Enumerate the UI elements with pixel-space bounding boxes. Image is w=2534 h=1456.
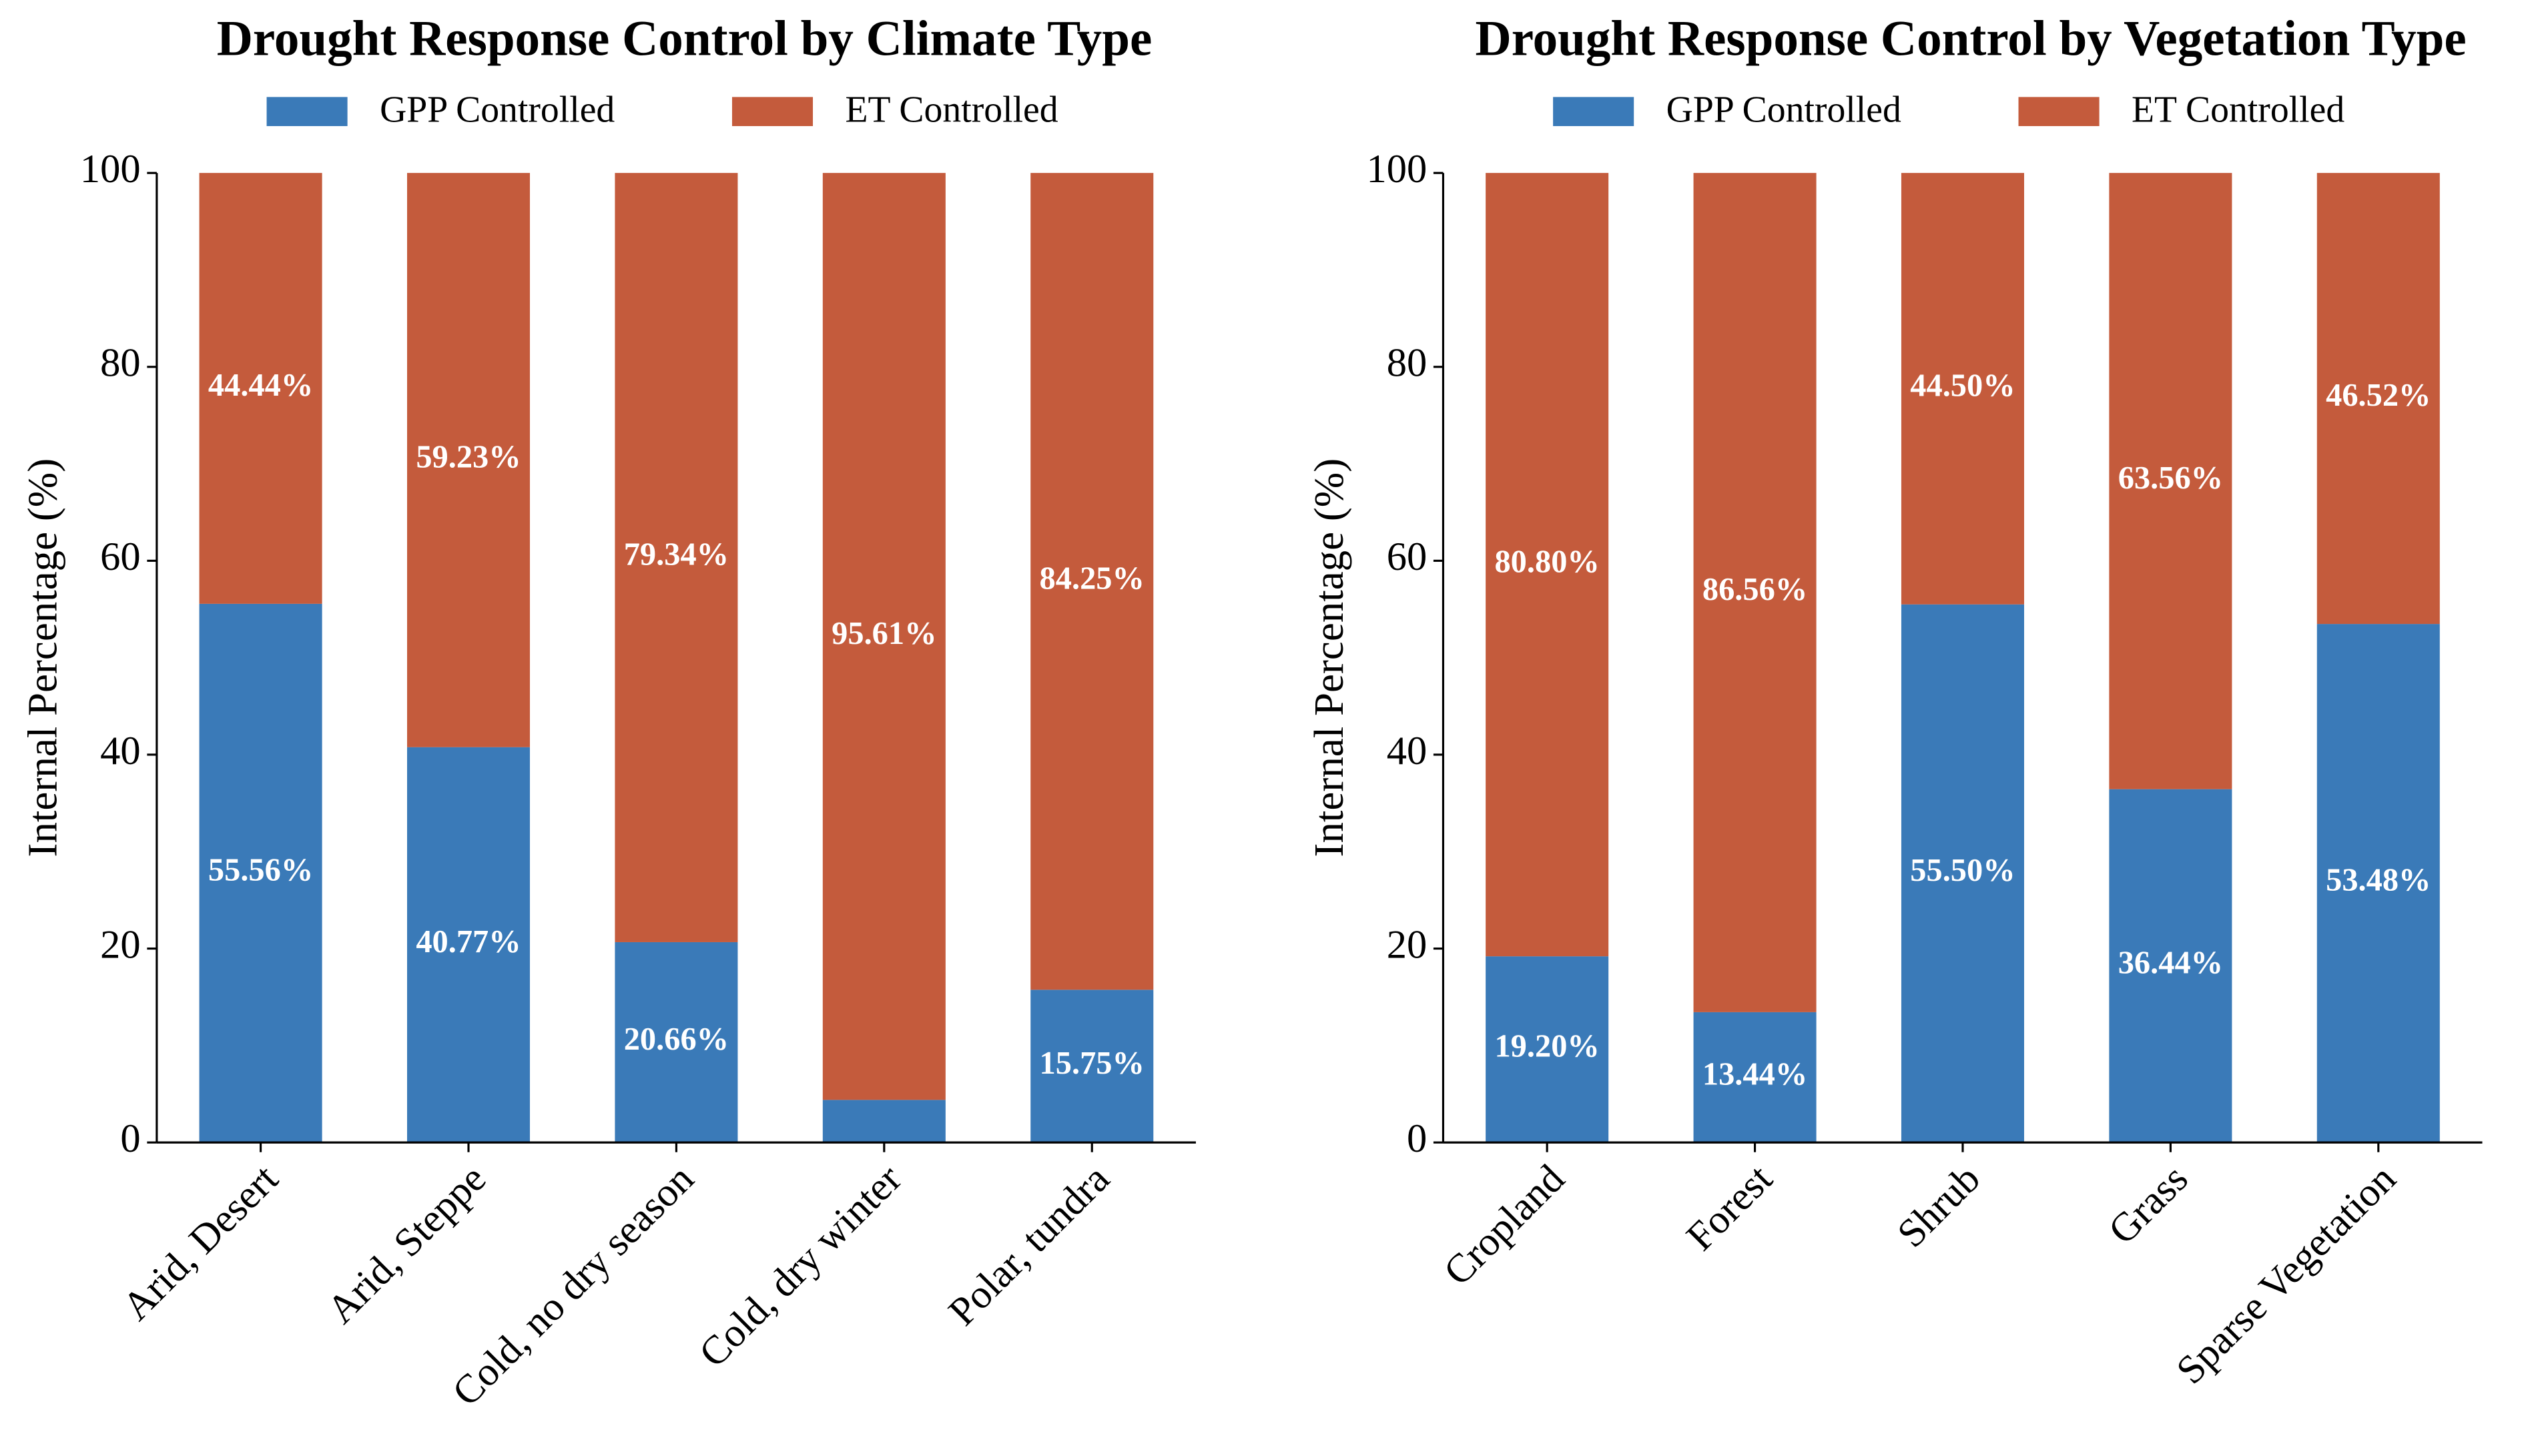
y-tick-label: 80 [100,341,141,386]
bar-segment [2316,624,2440,1143]
bar-segment [406,747,531,1143]
bar-value-label: 59.23% [416,440,521,475]
bar-segment [1693,173,1817,1012]
bar-segment [615,942,738,1143]
bar-segment [2109,789,2232,1143]
legend-label: ET Controlled [2132,89,2344,130]
x-tick-label: Shrub [1889,1156,1989,1256]
bar-value-label: 15.75% [1040,1046,1145,1081]
bar-segment [1901,173,2024,605]
legend-label: ET Controlled [845,89,1058,130]
chart-title: Drought Response Control by Climate Type [217,11,1153,67]
x-tick-label: Cold, dry winter [691,1156,910,1376]
x-tick-label: Polar, tundra [940,1156,1119,1335]
y-tick-label: 60 [100,534,141,579]
bar-segment [1486,173,1609,957]
y-tick-label: 40 [100,729,141,773]
bar-value-label: 55.56% [208,853,313,888]
chart-title: Drought Response Control by Vegetation T… [1476,11,2467,67]
bar-segment [199,603,322,1143]
y-tick-label: 60 [1387,534,1428,579]
bar-segment [199,173,322,604]
x-tick-label: Cropland [1436,1156,1574,1295]
bar-value-label: 95.61% [832,616,936,651]
y-tick-label: 40 [1387,729,1428,773]
bar-value-label: 80.80% [1494,544,1599,579]
bar-value-label: 84.25% [1040,561,1145,596]
bar-segment [822,1100,946,1143]
y-axis-label: Internal Percentage (%) [19,458,66,857]
bar-value-label: 53.48% [2326,863,2431,898]
bar-segment [2109,173,2232,789]
bar-value-label: 46.52% [2326,378,2431,413]
bar-segment [1030,990,1154,1143]
x-tick-label: Forest [1678,1156,1781,1259]
y-tick-label: 100 [1366,147,1427,192]
bar-value-label: 36.44% [2118,946,2223,981]
y-tick-label: 20 [100,922,141,967]
bar-value-label: 44.50% [1910,368,2015,404]
bar-value-label: 13.44% [1702,1057,1807,1092]
bar-segment [1901,604,2024,1143]
bar-value-label: 79.34% [624,537,729,573]
bar-value-label: 63.56% [2118,460,2223,496]
bar-segment [1486,956,1609,1143]
bar-value-label: 19.20% [1494,1029,1599,1064]
y-tick-label: 80 [1387,341,1428,386]
x-tick-label: Arid, Desert [114,1156,287,1329]
legend-swatch [1553,97,1634,126]
x-tick-label: Arid, Steppe [318,1156,495,1333]
y-tick-label: 20 [1387,922,1428,967]
legend-label: GPP Controlled [380,89,615,130]
bar-value-label: 86.56% [1702,572,1807,607]
bar-segment [822,173,946,1100]
bar-value-label: 44.44% [208,368,313,403]
bar-segment [1693,1012,1817,1143]
y-tick-label: 0 [1407,1116,1427,1161]
bar-value-label: 55.50% [1910,853,2015,888]
bar-segment [406,173,531,747]
bar-value-label: 40.77% [416,924,521,960]
y-tick-label: 0 [120,1116,140,1161]
y-tick-label: 100 [80,147,141,192]
y-axis-label: Internal Percentage (%) [1305,458,1352,857]
bar-segment [1030,173,1154,990]
legend-label: GPP Controlled [1666,89,1901,130]
legend-swatch [266,97,348,126]
bar-segment [615,173,738,942]
legend-swatch [731,97,814,126]
x-tick-label: Grass [2100,1156,2197,1253]
x-tick-label: Sparse Vegetation [2168,1156,2405,1393]
legend-swatch [2018,97,2100,126]
bar-segment [2316,173,2440,625]
bar-value-label: 20.66% [624,1022,729,1057]
